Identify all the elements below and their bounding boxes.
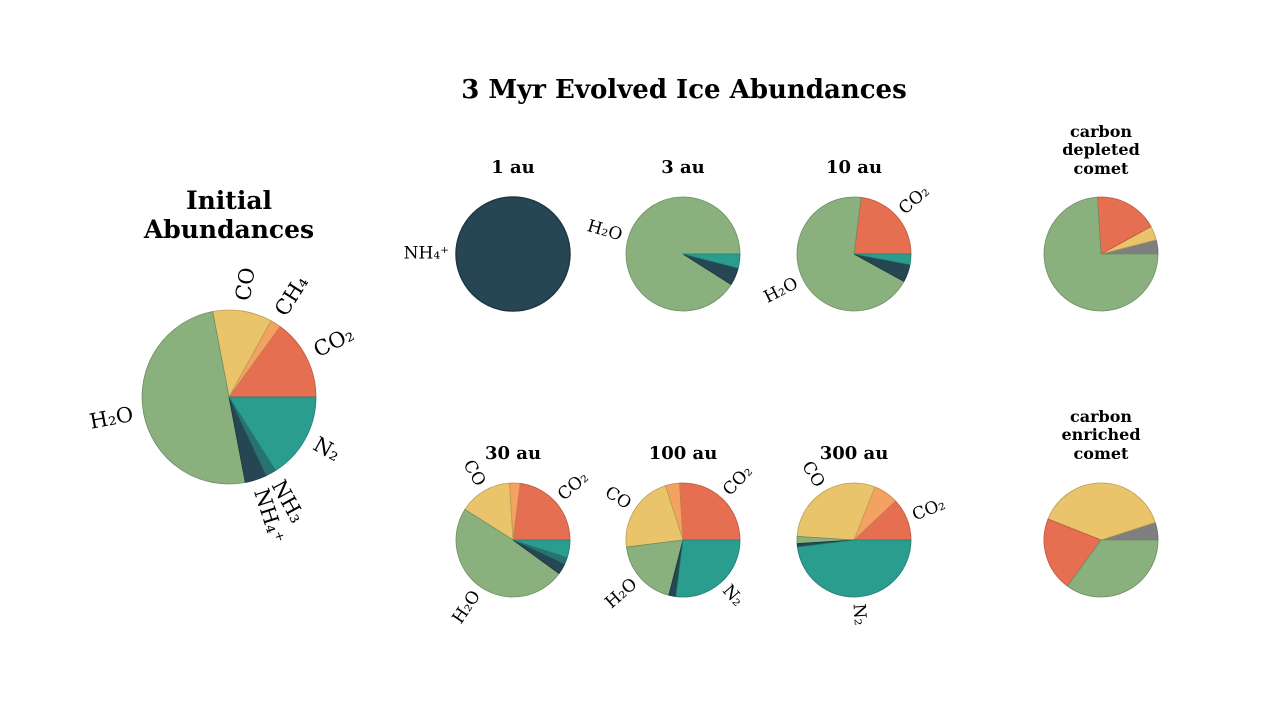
pie-slice: [626, 539, 684, 596]
pie-slice: [228, 326, 317, 398]
pie-slice: [625, 196, 741, 312]
slice-label: CO₂: [909, 494, 948, 525]
slice-label: N₂: [718, 581, 747, 611]
slice-label: CO: [231, 266, 260, 303]
pie-slice: [512, 539, 571, 559]
slice-label: H₂O: [585, 216, 625, 245]
slice-label: N₂: [849, 603, 870, 626]
pie-slice: [797, 539, 912, 598]
pie-slice: [455, 196, 571, 312]
pie-slice: [464, 482, 514, 541]
slice-label: CO₂: [554, 468, 593, 505]
pie-title: Initial Abundances: [143, 186, 315, 244]
pie-slice: [678, 482, 741, 541]
pie-slice: [796, 196, 905, 312]
pie-title: 1 au: [491, 157, 535, 178]
pie-title: 300 au: [819, 443, 889, 464]
pie-title: 100 au: [648, 443, 718, 464]
pie-slice: [1047, 482, 1156, 541]
pie-slice: [796, 482, 876, 541]
pie-title: 3 au: [661, 157, 705, 178]
pie-slice: [853, 197, 912, 255]
pie-slice: [141, 311, 246, 485]
slice-label: CO₂: [895, 182, 934, 219]
slice-label: CO₂: [719, 462, 757, 500]
pie-slice: [228, 396, 317, 472]
pie-slice: [1043, 518, 1102, 587]
slice-label: CO₂: [310, 322, 358, 362]
slice-label: H₂O: [601, 574, 641, 613]
slice-label: H₂O: [761, 274, 802, 308]
slice-label: N₂: [309, 432, 344, 466]
pie-slice: [1066, 539, 1159, 598]
pie-slice: [853, 253, 912, 266]
pie-title: carbon enriched comet: [1061, 407, 1141, 463]
pie-slice: [1096, 196, 1152, 255]
slice-label: CH₄: [270, 271, 313, 320]
slice-label: NH₄⁺: [404, 244, 450, 264]
slice-label: H₂O: [88, 402, 136, 434]
pie-slice: [675, 539, 741, 598]
pie-slice: [455, 508, 560, 598]
pie-slice: [625, 485, 684, 548]
pie-slice: [682, 253, 741, 269]
pie-slice: [512, 483, 571, 541]
slice-label: H₂O: [448, 587, 485, 628]
pie-title: carbon depleted comet: [1062, 122, 1140, 178]
slice-label: CO: [601, 482, 634, 513]
pie-slice: [1043, 196, 1159, 312]
pie-title: 30 au: [484, 443, 542, 464]
pie-title: 10 au: [825, 157, 883, 178]
main-title: 3 Myr Evolved Ice Abundances: [461, 75, 907, 105]
